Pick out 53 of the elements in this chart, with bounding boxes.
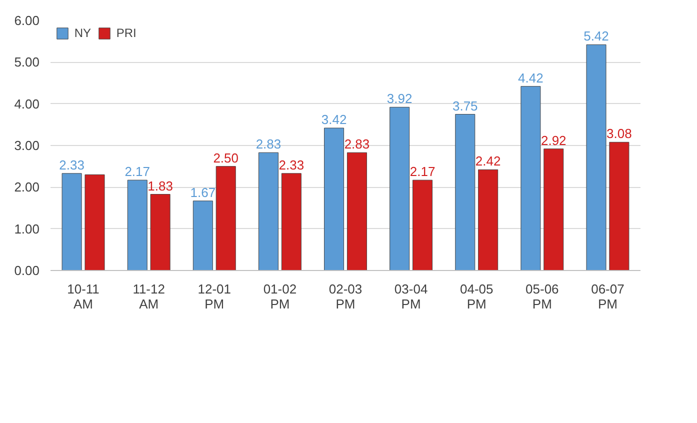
data-label: 2.17 bbox=[410, 164, 436, 180]
data-label: 4.42 bbox=[518, 70, 544, 86]
bar bbox=[609, 142, 630, 270]
data-label: 3.92 bbox=[386, 91, 412, 106]
y-tick-label: 0.00 bbox=[14, 263, 40, 278]
y-tick-label: 1.00 bbox=[14, 221, 40, 236]
data-label: 2.33 bbox=[278, 157, 304, 172]
x-tick-label: 03-04 PM bbox=[394, 282, 428, 312]
bar bbox=[324, 128, 344, 270]
x-tick-label: 11-12 AM bbox=[132, 282, 165, 312]
bar bbox=[390, 106, 410, 270]
bar bbox=[520, 86, 541, 270]
data-label: 2.42 bbox=[475, 154, 501, 169]
data-label: 2.83 bbox=[256, 136, 282, 152]
data-label: 2.17 bbox=[124, 164, 150, 180]
bar bbox=[346, 152, 367, 270]
data-label: 3.75 bbox=[452, 98, 478, 114]
x-tick-label: 04-05 PM bbox=[460, 282, 494, 312]
bar bbox=[84, 174, 105, 270]
bar bbox=[544, 148, 564, 270]
x-tick-label: 06-07 PM bbox=[591, 282, 624, 312]
y-tick-label: 2.00 bbox=[14, 180, 40, 195]
bar bbox=[62, 173, 82, 270]
bar bbox=[412, 180, 433, 270]
data-label: 1.67 bbox=[190, 184, 216, 200]
bar bbox=[216, 166, 236, 270]
y-tick-label: 5.00 bbox=[14, 54, 40, 70]
x-tick-label: 01-02 PM bbox=[263, 282, 297, 312]
data-label: 5.42 bbox=[584, 28, 609, 44]
bar bbox=[281, 173, 302, 270]
bar bbox=[150, 194, 170, 270]
legend-label: PRI bbox=[116, 26, 136, 40]
x-tick-label: 02-03 PM bbox=[328, 282, 362, 312]
y-tick-label: 4.00 bbox=[14, 96, 40, 112]
data-label: 2.33 bbox=[59, 157, 84, 172]
bar bbox=[192, 200, 213, 270]
bar bbox=[127, 180, 148, 270]
x-tick-label: 10-11 AM bbox=[67, 282, 100, 312]
y-tick-label: 6.00 bbox=[14, 13, 40, 28]
legend-label: NY bbox=[74, 26, 92, 40]
data-label: 3.42 bbox=[321, 112, 347, 127]
data-label: 1.83 bbox=[148, 178, 173, 194]
data-label: 2.83 bbox=[344, 136, 370, 152]
x-tick-label: 05-06 PM bbox=[526, 282, 559, 312]
data-label: 2.50 bbox=[213, 150, 239, 166]
data-label: 3.08 bbox=[606, 126, 632, 142]
data-label: 2.92 bbox=[540, 132, 566, 148]
bar bbox=[586, 44, 606, 270]
x-tick-label: 12-01 PM bbox=[198, 282, 232, 312]
bar bbox=[478, 169, 498, 270]
bar bbox=[455, 114, 476, 270]
bar bbox=[258, 152, 278, 270]
y-tick-label: 3.00 bbox=[14, 138, 40, 153]
